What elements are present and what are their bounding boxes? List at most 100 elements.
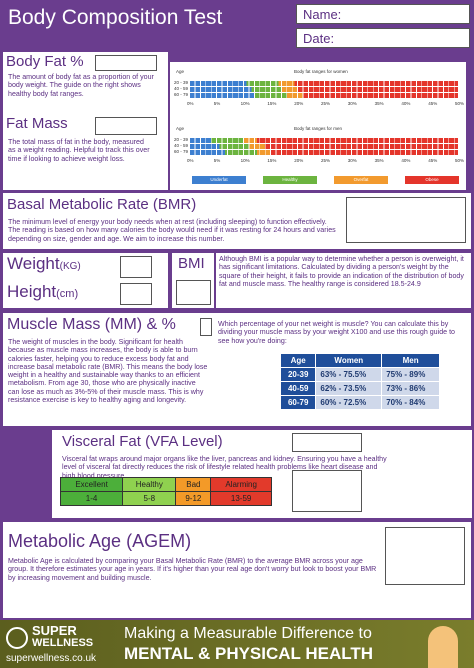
table-cell: 60% - 72.5% bbox=[315, 395, 383, 410]
age-group: 40 - 59 bbox=[174, 86, 189, 91]
table-cell: 63% - 75.5% bbox=[315, 367, 383, 382]
axis-label: 10% bbox=[240, 158, 250, 163]
bmi-text: Although BMI is a popular way to determi… bbox=[219, 255, 464, 288]
header-cell: Age bbox=[279, 353, 317, 368]
metabolic-title: Metabolic Age (AGEM) bbox=[8, 531, 192, 551]
url: superwellness.co.uk bbox=[6, 653, 97, 664]
range-bar bbox=[190, 138, 458, 143]
axis-label: 5% bbox=[213, 158, 221, 163]
muscle-table: Age Women Men 20-39 63% - 75.5% 75% - 89% 40-5… bbox=[279, 353, 440, 410]
bmi-title: BMI bbox=[178, 255, 205, 272]
visceral-box[interactable] bbox=[292, 470, 362, 512]
tagline: Making a Measurable Difference to bbox=[124, 625, 372, 642]
axis-label: 30% bbox=[347, 101, 357, 106]
weight-label: Weight bbox=[7, 254, 60, 273]
range-bar bbox=[190, 144, 458, 149]
value-cell: 5-8 bbox=[122, 491, 177, 506]
range-bar bbox=[190, 93, 458, 98]
table-cell: 62% - 73.5% bbox=[315, 381, 383, 396]
body-fat-text: The amount of body fat as a proportion o… bbox=[8, 73, 154, 98]
fat-mass-input[interactable] bbox=[95, 117, 157, 135]
axis-label: 15% bbox=[267, 158, 277, 163]
metabolic-text: Metabolic Age is calculated by comparing… bbox=[8, 557, 377, 582]
age-label: Age bbox=[176, 126, 185, 131]
fat-mass-title: Fat Mass bbox=[6, 115, 68, 132]
header-cell: Men bbox=[381, 353, 440, 368]
age-group: 60 - 79 bbox=[174, 149, 189, 154]
fat-chart: Age Body fat ranges for women 20 - 39 40 - … bbox=[170, 62, 466, 190]
header-cell: Excellent bbox=[59, 477, 124, 492]
axis-label: 40% bbox=[401, 158, 411, 163]
date-field[interactable]: Date: bbox=[296, 28, 470, 48]
age-group: 60 - 79 bbox=[174, 92, 189, 97]
legend-item: Healthy bbox=[263, 176, 317, 184]
body-fat-title: Body Fat % bbox=[6, 53, 84, 70]
logo-icon bbox=[6, 627, 28, 649]
weight-input[interactable] bbox=[120, 256, 152, 278]
height-input[interactable] bbox=[120, 283, 152, 305]
axis-label: 5% bbox=[213, 101, 221, 106]
header-row: Age Women Men bbox=[279, 353, 440, 368]
body-fat-input[interactable] bbox=[95, 55, 157, 71]
muscle-input[interactable] bbox=[200, 318, 212, 336]
axis-label: 45% bbox=[428, 101, 438, 106]
name-field[interactable]: Name: bbox=[296, 4, 470, 24]
bmi-text-panel bbox=[216, 253, 471, 308]
axis-label: 15% bbox=[267, 101, 277, 106]
range-bar bbox=[190, 81, 458, 86]
axis-label: 0% bbox=[187, 158, 194, 163]
weight-unit: (KG) bbox=[59, 261, 81, 272]
bmr-input[interactable] bbox=[346, 197, 466, 243]
brand-bottom: WELLNESS bbox=[32, 637, 94, 649]
age-group: 40 - 59 bbox=[174, 143, 189, 148]
header-cell: Women bbox=[315, 353, 383, 368]
axis-label: 25% bbox=[321, 158, 331, 163]
bmi-input[interactable] bbox=[176, 280, 211, 305]
bmr-text: The minimum level of energy your body ne… bbox=[8, 218, 336, 243]
table-row: 60-79 60% - 72.5% 70% - 84% bbox=[279, 395, 440, 410]
visceral-input[interactable] bbox=[292, 433, 362, 452]
title: Body Composition Test bbox=[8, 6, 223, 29]
visceral-table: Excellent Healthy Bad Alarming 1-4 5-8 9-12 13-… bbox=[59, 477, 272, 506]
value-cell: 13-59 bbox=[210, 491, 272, 506]
axis-label: 0% bbox=[187, 101, 194, 106]
footer bbox=[0, 620, 474, 668]
axis-label: 10% bbox=[240, 101, 250, 106]
legend-item: Overfat bbox=[334, 176, 388, 184]
axis-label: 20% bbox=[294, 158, 304, 163]
legend-item: Underfat bbox=[192, 176, 246, 184]
brand-top: SUPER bbox=[32, 623, 77, 638]
axis-label: 30% bbox=[347, 158, 357, 163]
value-cell: 9-12 bbox=[175, 491, 212, 506]
table-cell: 75% - 89% bbox=[381, 367, 440, 382]
axis-label: 50% bbox=[455, 101, 465, 106]
visceral-text: Visceral fat wraps around major organs l… bbox=[62, 455, 387, 480]
height-label: Height bbox=[7, 282, 57, 301]
person-illustration bbox=[428, 626, 458, 668]
table-cell: 60-79 bbox=[279, 395, 317, 410]
muscle-question: Which percentage of your net weight is m… bbox=[218, 320, 455, 345]
visceral-title: Visceral Fat (VFA Level) bbox=[62, 433, 223, 450]
axis-label: 35% bbox=[374, 101, 384, 106]
table-cell: 70% - 84% bbox=[381, 395, 440, 410]
header-cell: Alarming bbox=[210, 477, 272, 492]
metabolic-input[interactable] bbox=[385, 527, 465, 585]
axis-label: 40% bbox=[401, 101, 411, 106]
table-cell: 40-59 bbox=[279, 381, 317, 396]
axis-label: 45% bbox=[428, 158, 438, 163]
headline: MENTAL & PHYSICAL HEALTH bbox=[124, 644, 374, 663]
value-cell: 1-4 bbox=[59, 491, 124, 506]
axis-label: 25% bbox=[321, 101, 331, 106]
bmr-title: Basal Metabolic Rate (BMR) bbox=[7, 196, 197, 213]
range-bar bbox=[190, 87, 458, 92]
age-group: 20 - 39 bbox=[174, 80, 189, 85]
legend-item: Obese bbox=[405, 176, 459, 184]
table-row: 20-39 63% - 75.5% 75% - 89% bbox=[279, 367, 440, 382]
table-cell: 20-39 bbox=[279, 367, 317, 382]
height-unit: (cm) bbox=[56, 288, 79, 300]
table-cell: 73% - 86% bbox=[381, 381, 440, 396]
axis-label: 35% bbox=[374, 158, 384, 163]
header-row: Excellent Healthy Bad Alarming bbox=[59, 477, 272, 492]
axis-label: 20% bbox=[294, 101, 304, 106]
